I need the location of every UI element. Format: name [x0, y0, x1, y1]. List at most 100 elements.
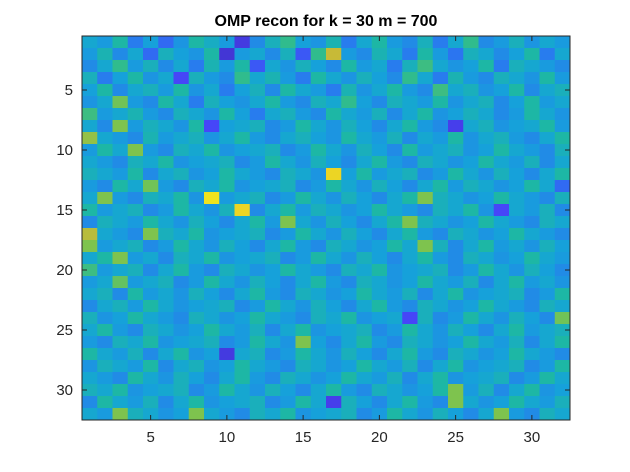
heatmap-cell [554, 180, 571, 193]
heatmap-cell [341, 324, 357, 337]
heatmap-cell [387, 144, 403, 157]
heatmap-cell [234, 72, 251, 85]
heatmap-cell [539, 192, 556, 205]
heatmap-cell [280, 384, 296, 397]
heatmap-cell [158, 192, 174, 205]
heatmap-cell [295, 336, 312, 349]
heatmap-cell [341, 204, 357, 217]
heatmap-cell [509, 156, 525, 169]
heatmap-cell [127, 108, 144, 121]
heatmap-cell [158, 336, 174, 349]
heatmap-cell [387, 336, 403, 349]
heatmap-cell [310, 60, 327, 73]
heatmap-cell [539, 360, 556, 373]
heatmap-cell [524, 132, 540, 145]
heatmap-cell [112, 144, 129, 157]
heatmap-cell [371, 96, 388, 109]
heatmap-cell [356, 252, 373, 265]
heatmap-cell [173, 96, 190, 109]
heatmap-cell [280, 108, 296, 121]
heatmap-cell [112, 348, 129, 361]
heatmap-cell [493, 384, 510, 397]
heatmap-cell [509, 144, 525, 157]
heatmap-cell [127, 324, 144, 337]
heatmap-cell [387, 96, 403, 109]
heatmap-cell [82, 48, 98, 61]
heatmap-cell [402, 156, 418, 169]
heatmap-cell [539, 204, 556, 217]
heatmap-cell [112, 48, 129, 61]
heatmap-cell [204, 204, 220, 217]
heatmap-cell [97, 276, 113, 289]
heatmap-cell [402, 276, 418, 289]
heatmap-cell [249, 168, 266, 181]
heatmap-cell [219, 120, 235, 133]
heatmap-cell [265, 372, 281, 385]
heatmap-cell [554, 48, 571, 61]
heatmap-cell [524, 408, 540, 421]
heatmap-cell [173, 144, 190, 157]
heatmap-cell [387, 324, 403, 337]
heatmap-cell [204, 132, 220, 145]
heatmap-cell [463, 384, 479, 397]
heatmap-cell [417, 240, 434, 253]
heatmap-cell [387, 408, 403, 421]
heatmap-cell [524, 396, 540, 409]
heatmap-cell [82, 384, 98, 397]
heatmap-cell [326, 156, 342, 169]
heatmap-cell [509, 396, 525, 409]
heatmap-cell [417, 252, 434, 265]
heatmap-cell [341, 144, 357, 157]
heatmap-cell [539, 48, 556, 61]
heatmap-cell [524, 36, 540, 49]
heatmap-cell [356, 132, 373, 145]
heatmap-cell [204, 168, 220, 181]
heatmap-cell [280, 48, 296, 61]
heatmap-cell [143, 84, 159, 97]
heatmap-cell [356, 180, 373, 193]
heatmap-cell [539, 144, 556, 157]
heatmap-cell [158, 348, 174, 361]
heatmap-cell [539, 96, 556, 109]
heatmap-cell [265, 84, 281, 97]
heatmap-cell [234, 60, 251, 73]
heatmap-cell [265, 180, 281, 193]
heatmap-cell [249, 108, 266, 121]
heatmap-cell [204, 228, 220, 241]
heatmap-cell [280, 264, 296, 277]
heatmap-cell [112, 108, 129, 121]
heatmap-cell [387, 252, 403, 265]
heatmap-cell [204, 144, 220, 157]
heatmap-cell [539, 264, 556, 277]
heatmap-cell [234, 408, 251, 421]
heatmap-cell [463, 264, 479, 277]
heatmap-cell [432, 216, 449, 229]
heatmap-cell [509, 180, 525, 193]
heatmap-cell [387, 192, 403, 205]
heatmap-cell [265, 168, 281, 181]
heatmap-cell [539, 168, 556, 181]
heatmap-cell [524, 108, 540, 121]
heatmap-cell [219, 324, 235, 337]
heatmap-cell [524, 192, 540, 205]
heatmap-cell [493, 204, 510, 217]
heatmap-cell [249, 372, 266, 385]
heatmap-cell [188, 156, 205, 169]
heatmap-cell [402, 204, 418, 217]
heatmap-cell [127, 288, 144, 301]
heatmap-cell [524, 72, 540, 85]
heatmap-cell [295, 144, 312, 157]
heatmap-cell [356, 372, 373, 385]
heatmap-cell [280, 336, 296, 349]
heatmap-cell [493, 372, 510, 385]
heatmap-cell [524, 204, 540, 217]
heatmap-cell [112, 300, 129, 313]
heatmap-cell [82, 192, 98, 205]
heatmap-cell [509, 360, 525, 373]
heatmap-cell [417, 324, 434, 337]
heatmap-cell [463, 336, 479, 349]
heatmap-cell [310, 48, 327, 61]
heatmap-cell [234, 96, 251, 109]
heatmap-cell [82, 36, 98, 49]
heatmap-cell [82, 168, 98, 181]
